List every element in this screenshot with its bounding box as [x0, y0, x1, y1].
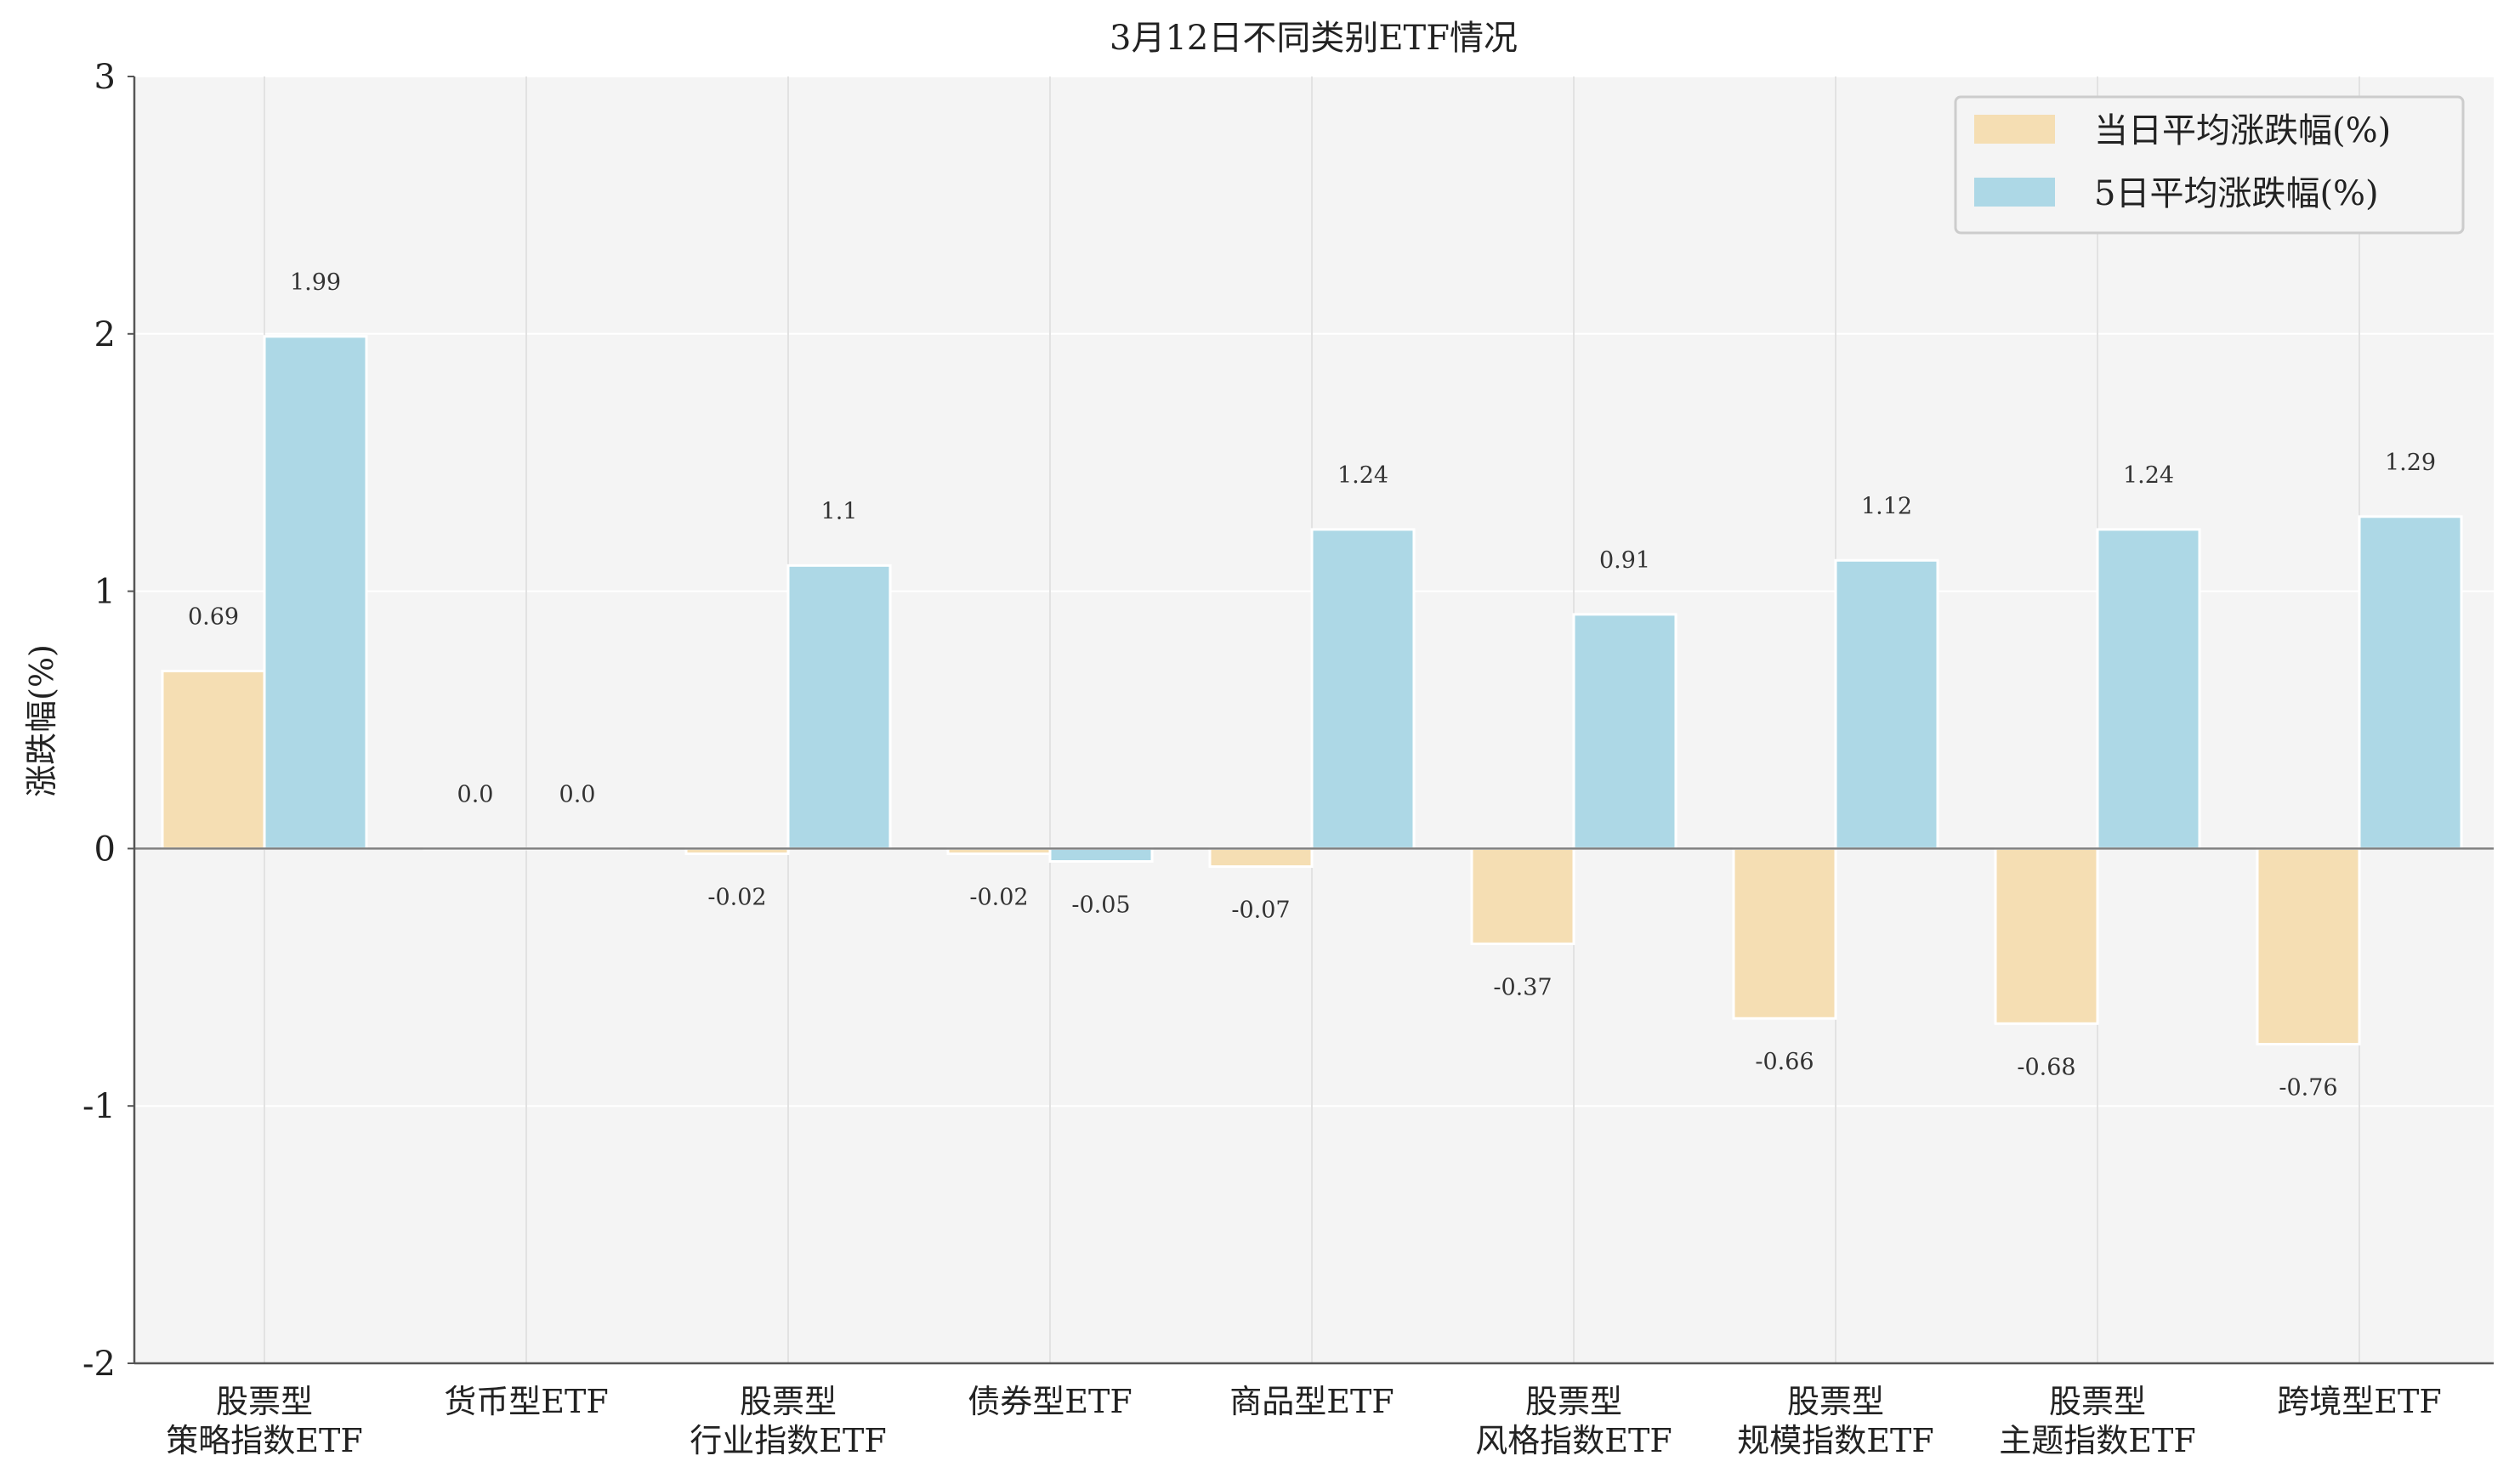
- data-label-5day: 1.1: [821, 498, 858, 524]
- bar-daily: [1208, 847, 1314, 869]
- x-tick-label: 股票型主题指数ETF: [1999, 1383, 2195, 1459]
- bar-5day: [1572, 613, 1677, 850]
- data-label-daily: -0.07: [1231, 898, 1290, 924]
- bar-daily: [1470, 847, 1575, 945]
- bar-5day: [1048, 847, 1154, 864]
- data-label-5day: 1.24: [1337, 462, 1388, 489]
- data-label-daily: 0.69: [188, 603, 239, 630]
- bar-5day: [263, 335, 368, 850]
- data-label-5day: 1.99: [290, 269, 341, 296]
- bars-layer: [161, 335, 2463, 1046]
- legend-label-daily: 当日平均涨跌幅(%): [2094, 111, 2391, 150]
- x-tick-label: 跨境型ETF: [2277, 1383, 2441, 1420]
- x-tick-label-line: 股票型: [1787, 1383, 1884, 1420]
- y-tick-label: -2: [82, 1345, 116, 1384]
- data-label-5day: 0.0: [559, 781, 596, 807]
- data-label-5day: 0.91: [1599, 547, 1650, 574]
- bar-daily: [1732, 847, 1837, 1020]
- x-tick-label: 商品型ETF: [1229, 1383, 1394, 1420]
- data-label-daily: -0.68: [2017, 1054, 2075, 1080]
- x-tick-label-line: 策略指数ETF: [166, 1422, 362, 1459]
- x-tick-label-line: 货币型ETF: [444, 1383, 608, 1420]
- y-tick-label: 0: [94, 830, 116, 869]
- legend: 当日平均涨跌幅(%) 5日平均涨跌幅(%): [1954, 95, 2465, 235]
- y-axis-title: 涨跌幅(%): [23, 644, 60, 797]
- x-tick-label-line: 股票型: [2049, 1383, 2146, 1420]
- data-label-daily: -0.66: [1755, 1049, 1814, 1075]
- x-tick-label-line: 主题指数ETF: [1999, 1422, 2195, 1459]
- data-label-daily: 0.0: [457, 781, 494, 807]
- bar-5day: [2096, 528, 2201, 850]
- x-tick-label-line: 行业指数ETF: [690, 1422, 886, 1459]
- data-label-5day: 1.24: [2123, 462, 2174, 489]
- legend-frame: [1954, 95, 2465, 235]
- x-tick-label-line: 股票型: [216, 1383, 313, 1420]
- x-tick-label-line: 商品型ETF: [1229, 1383, 1394, 1420]
- x-tick-label: 股票型规模指数ETF: [1737, 1383, 1933, 1459]
- bar-5day: [1834, 558, 1939, 850]
- x-tick-label-line: 规模指数ETF: [1737, 1422, 1933, 1459]
- x-tick-label: 股票型风格指数ETF: [1475, 1383, 1672, 1459]
- x-tick-label-line: 跨境型ETF: [2277, 1383, 2441, 1420]
- x-tick-label-line: 股票型: [1525, 1383, 1622, 1420]
- y-tick-label: 1: [94, 573, 116, 612]
- bar-daily: [161, 669, 266, 850]
- x-tick-label: 股票型行业指数ETF: [690, 1383, 886, 1459]
- chart-title: 3月12日不同类别ETF情况: [1110, 19, 1518, 58]
- data-label-daily: -0.02: [969, 884, 1028, 910]
- bar-daily: [1994, 847, 2099, 1025]
- x-tick-label: 债券型ETF: [968, 1383, 1132, 1420]
- data-label-daily: -0.76: [2279, 1075, 2337, 1102]
- legend-label-5day: 5日平均涨跌幅(%): [2094, 174, 2379, 213]
- data-label-daily: -0.37: [1493, 974, 1552, 1000]
- data-labels-layer: 0.69 0.0 -0.02 -0.02 -0.07 -0.37 -0.66 -0.68 -0.…: [188, 269, 2436, 1102]
- data-label-5day: -0.05: [1071, 892, 1130, 919]
- data-label-5day: 1.29: [2385, 450, 2436, 476]
- x-tick-label-line: 风格指数ETF: [1475, 1422, 1672, 1459]
- legend-swatch-daily: [1974, 115, 2055, 144]
- data-label-daily: -0.02: [707, 884, 766, 910]
- data-label-5day: 1.12: [1861, 493, 1912, 519]
- legend-swatch-5day: [1974, 178, 2055, 207]
- bar-5day: [2358, 515, 2463, 850]
- bar-5day: [786, 564, 892, 850]
- bar-daily: [2256, 847, 2361, 1046]
- x-tick-label: 股票型策略指数ETF: [166, 1383, 362, 1459]
- x-tick-label-line: 债券型ETF: [968, 1383, 1132, 1420]
- y-tick-label: 3: [94, 58, 116, 97]
- bar-5day: [1310, 528, 1416, 850]
- x-tick-label-line: 股票型: [740, 1383, 837, 1420]
- y-tick-label: 2: [94, 315, 116, 354]
- x-tick-label: 货币型ETF: [444, 1383, 608, 1420]
- y-tick-label: -1: [82, 1087, 116, 1126]
